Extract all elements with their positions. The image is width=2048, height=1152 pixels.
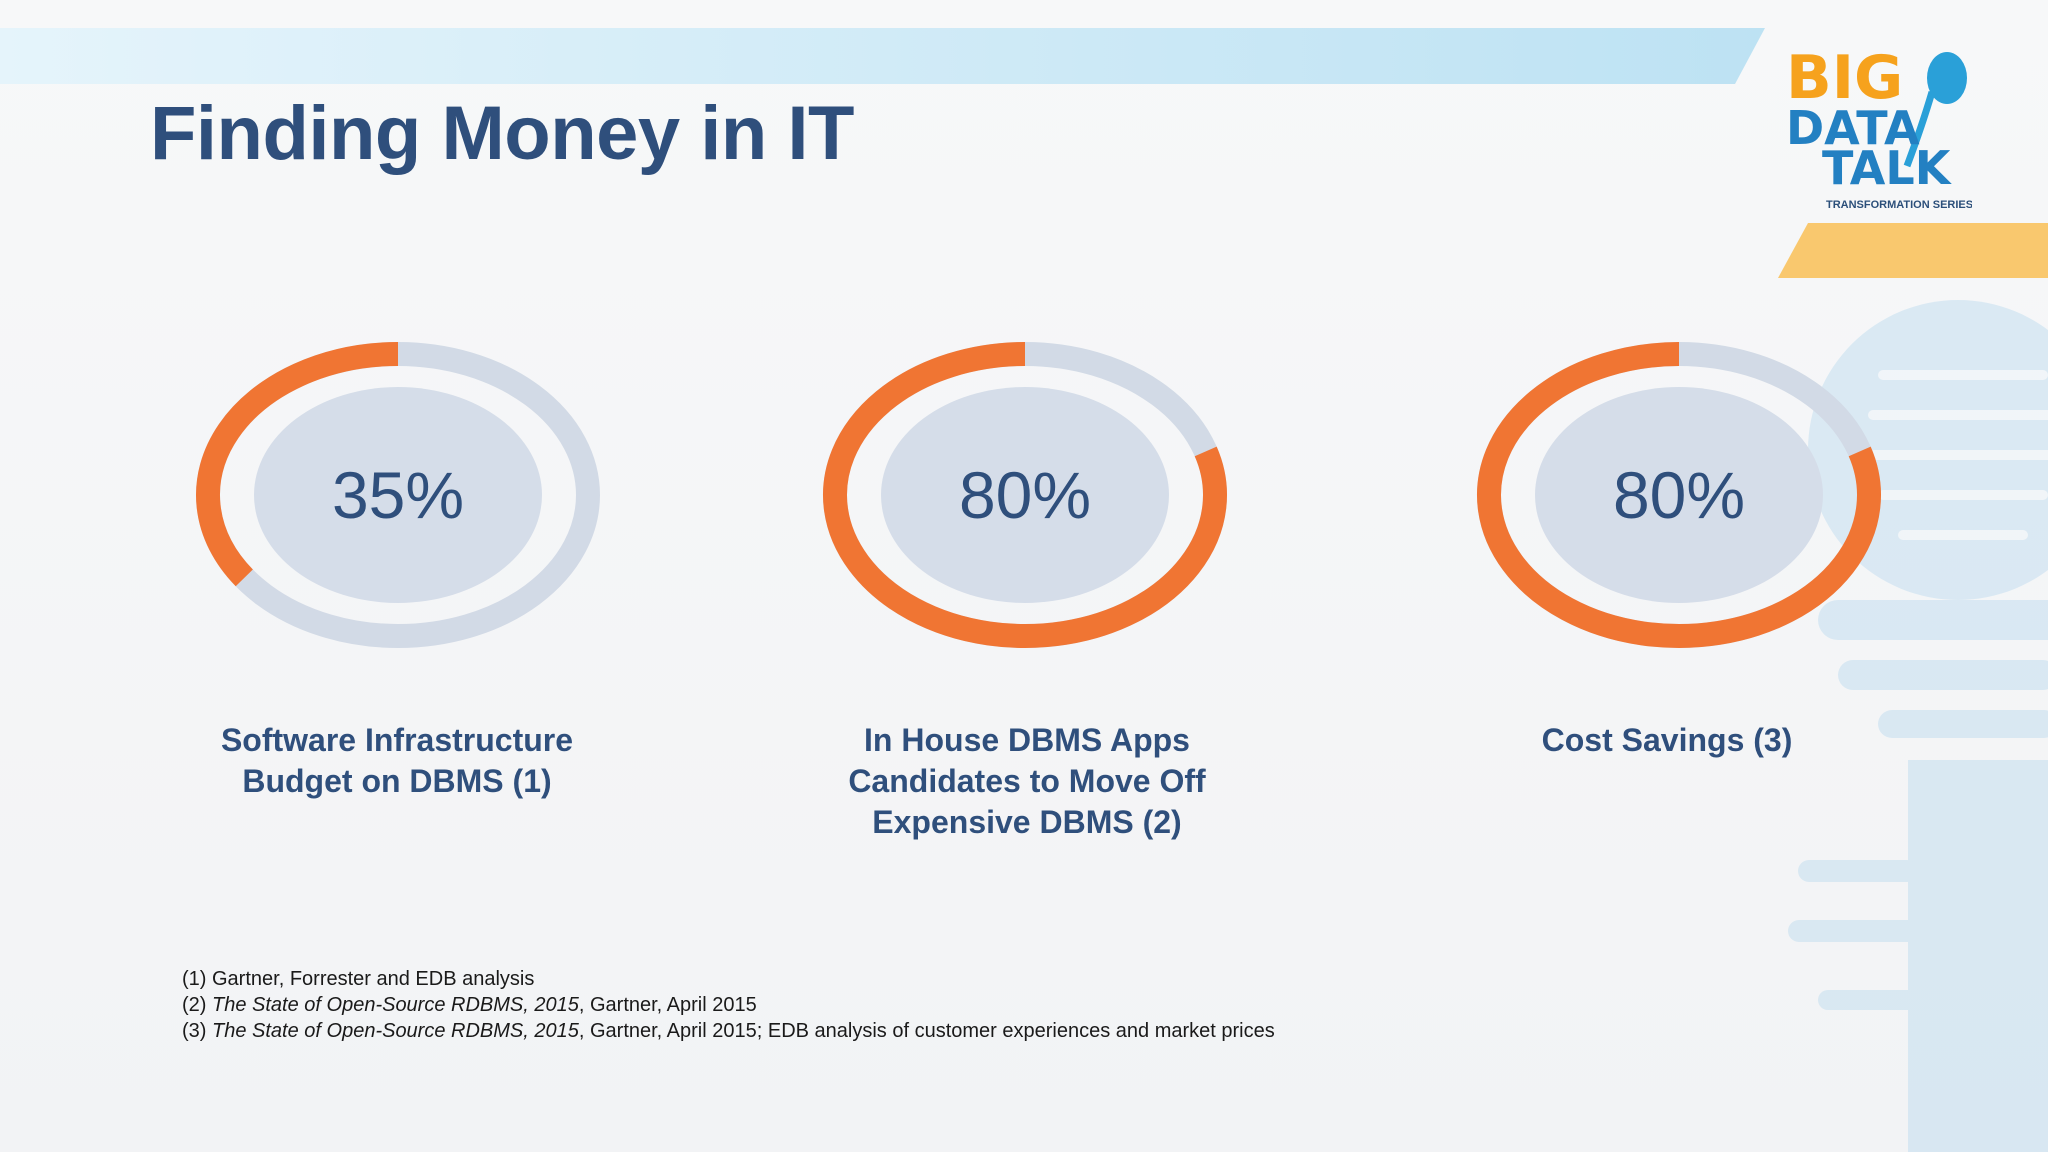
donut-chart-software-budget: 35% <box>188 330 608 660</box>
donut-svg <box>196 342 600 648</box>
caption-cost-savings: Cost Savings (3) <box>1437 720 1897 761</box>
donut-value-label: 35% <box>331 458 465 532</box>
footnote-2-title: The State of Open-Source RDBMS, 2015 <box>212 994 579 1016</box>
caption-line: Expensive DBMS (2) <box>872 804 1182 840</box>
microphone-icon <box>1903 52 1967 168</box>
footnote-3: (3) The State of Open-Source RDBMS, 2015… <box>182 1018 1275 1044</box>
logo-tagline: TRANSFORMATION SERIES <box>1826 199 1972 211</box>
top-band <box>0 28 1765 84</box>
slide-title: Finding Money in IT <box>150 91 854 176</box>
footnotes: (1) Gartner, Forrester and EDB analysis … <box>182 966 1275 1044</box>
big-data-talk-logo: BIG DATA TALK TRANSFORMATION SERIES <box>1786 43 1972 211</box>
donut-value-label: 80% <box>1612 458 1746 532</box>
footnote-1-text: (1) Gartner, Forrester and EDB analysis <box>182 968 535 990</box>
footnote-3-title: The State of Open-Source RDBMS, 2015 <box>212 1020 579 1042</box>
caption-in-house-apps: In House DBMS Apps Candidates to Move Off… <box>797 720 1257 843</box>
logo-line-1: BIG <box>1786 43 1903 113</box>
donut-chart-in-house-apps: 80% <box>815 330 1235 660</box>
caption-line: Software Infrastructure <box>220 722 574 758</box>
caption-software-budget: Software Infrastructure Budget on DBMS (1… <box>167 720 627 802</box>
donut-value-arc <box>196 342 399 587</box>
donut-value-arc <box>1477 342 1881 648</box>
donut-svg <box>1477 342 1881 648</box>
donut-center <box>881 387 1169 603</box>
logo-line-3: TALK <box>1822 141 1953 195</box>
caption-line: Candidates to Move Off <box>848 763 1206 799</box>
caption-line: Cost Savings (3) <box>1541 722 1793 758</box>
footnote-2: (2) The State of Open-Source RDBMS, 2015… <box>182 992 1275 1018</box>
corner-accent <box>1778 223 2048 278</box>
logo-line-2: DATA <box>1786 101 1920 155</box>
footnote-1: (1) Gartner, Forrester and EDB analysis <box>182 966 1275 992</box>
donut-value-label: 80% <box>958 458 1092 532</box>
donut-center <box>254 387 542 603</box>
caption-line: In House DBMS Apps <box>864 722 1190 758</box>
donut-center <box>1535 387 1823 603</box>
footnote-3-number: (3) <box>182 1020 212 1042</box>
footnote-2-number: (2) <box>182 994 212 1016</box>
footnote-2-source: , Gartner, April 2015 <box>578 994 757 1016</box>
donut-chart-cost-savings: 80% <box>1469 330 1889 660</box>
donut-svg <box>823 342 1227 648</box>
caption-line: Budget on DBMS (1) <box>242 763 552 799</box>
footnote-3-source: , Gartner, April 2015; EDB analysis of c… <box>578 1020 1275 1042</box>
donut-value-arc <box>823 342 1227 648</box>
